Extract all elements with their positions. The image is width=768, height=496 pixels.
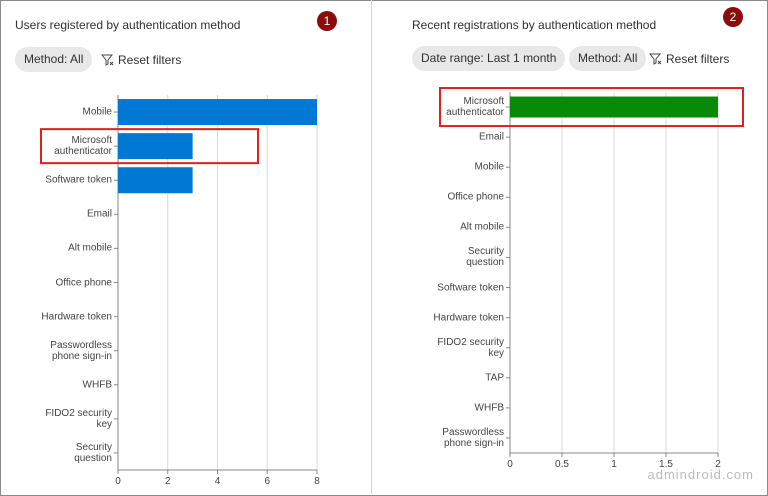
step-badge: 2 (723, 7, 743, 27)
category-label: Alt mobile (68, 242, 112, 254)
category-label: Microsoft authenticator (54, 135, 112, 158)
category-label: Microsoft authenticator (446, 96, 504, 119)
bar (510, 96, 718, 118)
category-label: Passwordless phone sign-in (442, 426, 504, 449)
category-label: TAP (485, 372, 504, 384)
x-tick-label: 2 (164, 476, 171, 487)
reset-label: Reset filters (118, 52, 182, 67)
bar (118, 99, 317, 126)
x-tick-label: 0 (115, 476, 121, 487)
filter-pill[interactable]: Method: All (569, 46, 647, 71)
x-tick-label: 6 (264, 476, 271, 487)
x-tick-label: 1 (611, 459, 617, 470)
category-label: Mobile (474, 161, 504, 173)
filter-pill[interactable]: Method: All (15, 47, 93, 72)
funnel-icon (649, 53, 662, 65)
x-tick-label: 4 (214, 476, 221, 487)
category-label: Hardware token (41, 311, 112, 323)
category-label: Software token (437, 282, 504, 294)
divider (371, 0, 372, 494)
reset-filters[interactable]: Reset filters (101, 47, 181, 72)
step-badge: 1 (317, 11, 337, 31)
category-label: WHFB (474, 402, 504, 414)
x-tick-label: 8 (314, 476, 320, 487)
category-label: Hardware token (433, 312, 504, 324)
category-label: Email (478, 131, 504, 143)
funnel-icon (101, 54, 114, 66)
category-label: FIDO2 security key (437, 336, 504, 359)
category-label: Mobile (82, 106, 112, 118)
category-label: FIDO2 security key (45, 407, 112, 430)
category-label: Passwordless phone sign-in (50, 339, 112, 362)
category-label: Software token (45, 174, 112, 186)
x-tick-label: 2 (715, 459, 721, 470)
bar (118, 167, 193, 194)
panel-title: Users registered by authentication metho… (15, 18, 241, 32)
highlight-box (40, 128, 259, 165)
category-label: Security question (466, 246, 504, 269)
category-label: Security question (74, 441, 112, 464)
filter-pill[interactable]: Date range: Last 1 month (412, 46, 566, 71)
category-label: WHFB (82, 379, 112, 391)
x-tick-label: 1.5 (659, 459, 673, 470)
highlight-box (439, 87, 744, 128)
bar (118, 133, 193, 160)
x-tick-label: 0 (507, 459, 513, 470)
watermark: admindroid.com (647, 467, 754, 482)
reset-filters[interactable]: Reset filters (649, 46, 729, 71)
category-label: Alt mobile (460, 221, 504, 233)
category-label: Office phone (55, 277, 112, 288)
category-label: Email (86, 208, 112, 220)
category-label: Office phone (447, 191, 504, 203)
panel-title: Recent registrations by authentication m… (412, 18, 657, 32)
reset-label: Reset filters (666, 51, 730, 66)
x-tick-label: 0.5 (555, 459, 569, 470)
